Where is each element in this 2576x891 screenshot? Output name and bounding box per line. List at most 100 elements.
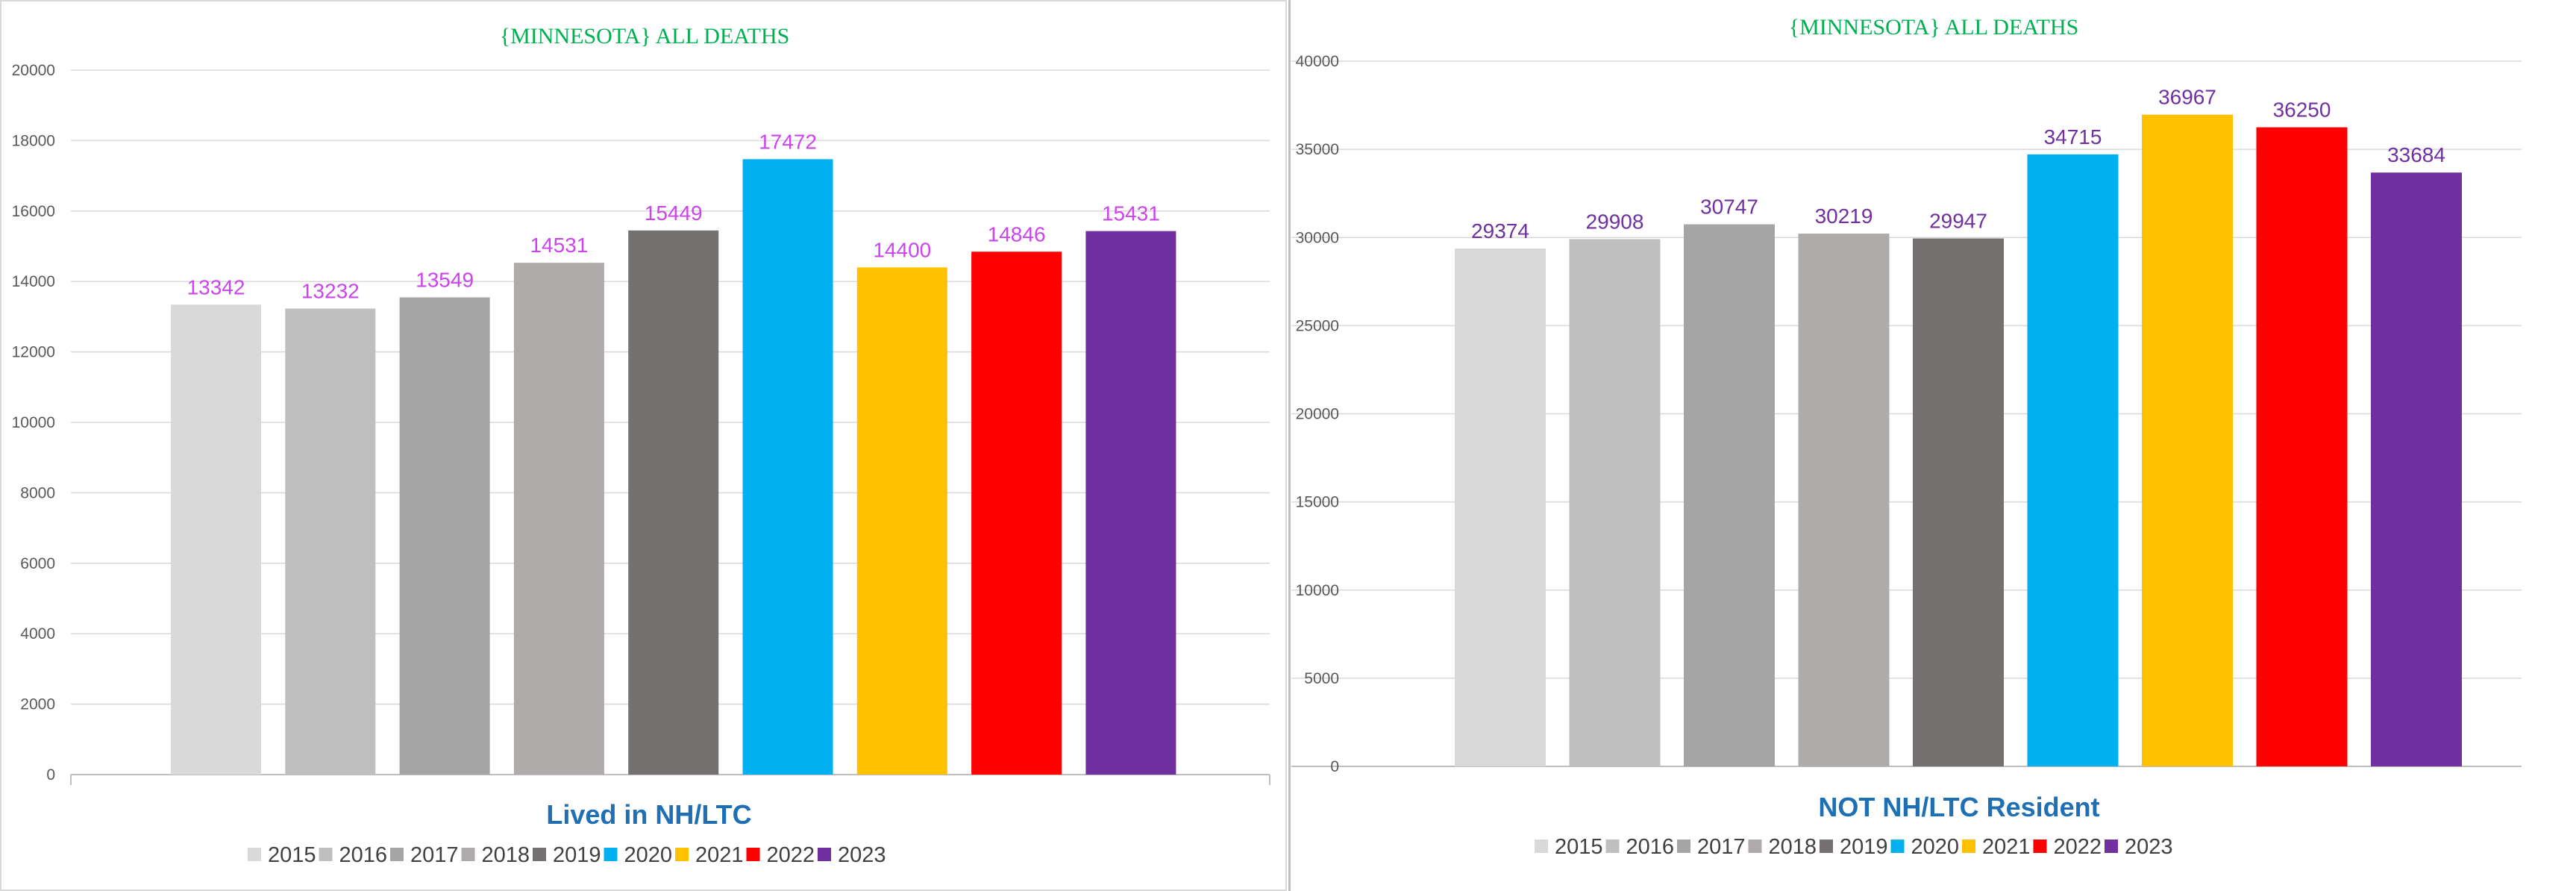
- legend: 2015 2016 2017 2018 2019 2020 2021 2022 2023: [248, 843, 886, 867]
- legend-swatch-2022: [2033, 840, 2047, 853]
- bar-2023: [1085, 231, 1176, 775]
- bar-2015: [171, 304, 261, 775]
- data-label-2023: 33684: [2387, 143, 2445, 166]
- y-tick-label: 12000: [12, 344, 55, 361]
- y-tick-label: 15000: [1296, 494, 1339, 511]
- legend-label-2015: 2015: [268, 843, 316, 867]
- data-label-2021: 14400: [873, 238, 931, 261]
- y-tick-label: 20000: [1296, 406, 1339, 423]
- bar-2019: [1913, 238, 2004, 766]
- data-label-2018: 14531: [530, 234, 588, 257]
- bar-2019: [628, 230, 719, 775]
- bar-2022: [2256, 127, 2348, 766]
- legend-label-2023: 2023: [2125, 835, 2173, 859]
- data-label-2017: 13549: [416, 268, 474, 291]
- bars: 13342 13232 13549 14531 15449 17472 14400 14846…: [171, 130, 1176, 775]
- legend-swatch-2019: [533, 848, 546, 861]
- legend-swatch-2023: [2105, 840, 2118, 853]
- y-tick-label: 6000: [20, 555, 55, 572]
- legend-swatch-2020: [1890, 840, 1905, 853]
- legend-label-2020: 2020: [1911, 835, 1960, 859]
- x-axis-title: NOT NH/LTC Resident: [1818, 792, 2099, 822]
- y-tick-label: 16000: [12, 203, 55, 220]
- chart-title: {MINNESOTA} ALL DEATHS: [1789, 15, 2079, 40]
- bar-2022: [971, 251, 1062, 775]
- data-label-2018: 30219: [1815, 204, 1873, 228]
- legend-label-2022: 2022: [2054, 835, 2102, 859]
- bar-2017: [399, 297, 490, 775]
- legend-swatch-2020: [604, 848, 618, 861]
- y-tick-label: 2000: [20, 696, 55, 713]
- bar-2020: [2027, 154, 2119, 766]
- bar-2021: [856, 267, 947, 775]
- bar-2020: [742, 159, 833, 775]
- legend-label-2023: 2023: [838, 843, 886, 867]
- bar-2016: [285, 308, 376, 775]
- bar-2017: [1684, 224, 1775, 766]
- bar-2016: [1569, 239, 1661, 767]
- bar-2018: [1798, 234, 1890, 766]
- chart-panel-not-nh-ltc: {MINNESOTA} ALL DEATHS 0 5000 10000 15000 20…: [1288, 0, 2576, 891]
- legend-label-2016: 2016: [1626, 835, 1675, 859]
- data-label-2015: 13342: [187, 275, 245, 298]
- chart-not-nh-ltc: {MINNESOTA} ALL DEATHS 0 5000 10000 15000 20…: [1291, 15, 2522, 859]
- legend-swatch-2021: [675, 848, 689, 861]
- legend-swatch-2016: [319, 848, 333, 861]
- legend-label-2015: 2015: [1555, 835, 1603, 859]
- legend-label-2018: 2018: [1769, 835, 1817, 859]
- legend-label-2019: 2019: [553, 843, 601, 867]
- data-label-2020: 17472: [759, 130, 817, 153]
- data-label-2022: 36250: [2273, 99, 2331, 122]
- legend-swatch-2017: [1677, 840, 1690, 853]
- y-tick-label: 20000: [12, 62, 55, 79]
- y-tick-label: 4000: [20, 625, 55, 643]
- y-tick-label: 18000: [12, 132, 55, 149]
- y-tick-label: 0: [1330, 758, 1339, 775]
- legend-label-2020: 2020: [624, 843, 673, 867]
- data-label-2021: 36967: [2158, 86, 2216, 109]
- legend-swatch-2019: [1820, 840, 1833, 853]
- legend-swatch-2017: [390, 848, 404, 861]
- data-label-2023: 15431: [1102, 202, 1160, 225]
- legend-label-2017: 2017: [410, 843, 459, 867]
- bar-2023: [2371, 172, 2462, 766]
- y-tick-label: 10000: [1296, 582, 1339, 599]
- legend-swatch-2022: [746, 848, 760, 861]
- legend-swatch-2018: [1748, 840, 1762, 853]
- data-label-2016: 13232: [301, 279, 360, 302]
- y-tick-label: 30000: [1296, 229, 1339, 246]
- y-tick-label: 10000: [12, 414, 55, 431]
- legend-swatch-2015: [1535, 840, 1548, 853]
- chart-title: {MINNESOTA} ALL DEATHS: [500, 24, 790, 49]
- chart-panel-nh-ltc: {MINNESOTA} ALL DEATHS 0 2000 4000 6000 8000…: [0, 0, 1287, 891]
- data-label-2017: 30747: [1700, 196, 1758, 219]
- y-tick-label: 40000: [1296, 53, 1339, 70]
- bar-2015: [1455, 248, 1546, 766]
- y-tick-label: 8000: [20, 484, 55, 501]
- legend-label-2016: 2016: [339, 843, 388, 867]
- bar-2021: [2142, 114, 2233, 766]
- y-tick-label: 5000: [1304, 670, 1339, 687]
- legend: 2015 2016 2017 2018 2019 2020 2021 2022 2023: [1535, 835, 2173, 859]
- y-tick-label: 0: [46, 766, 55, 784]
- data-label-2019: 29947: [1929, 210, 1987, 233]
- legend-swatch-2021: [1962, 840, 1975, 853]
- legend-swatch-2023: [818, 848, 831, 861]
- bars: 29374 29908 30747 30219 29947 34715 36967 36250…: [1455, 86, 2462, 767]
- y-tick-label: 35000: [1296, 141, 1339, 158]
- data-label-2020: 34715: [2044, 125, 2102, 148]
- data-label-2015: 29374: [1471, 219, 1529, 243]
- y-tick-label: 25000: [1296, 317, 1339, 334]
- y-tick-label: 14000: [12, 273, 55, 290]
- legend-swatch-2015: [248, 848, 261, 861]
- data-label-2019: 15449: [645, 201, 703, 225]
- legend-label-2022: 2022: [767, 843, 815, 867]
- legend-label-2018: 2018: [482, 843, 530, 867]
- bar-2018: [513, 263, 604, 775]
- legend-swatch-2016: [1605, 840, 1620, 853]
- legend-label-2019: 2019: [1840, 835, 1888, 859]
- x-axis-title: Lived in NH/LTC: [546, 799, 751, 830]
- data-label-2022: 14846: [988, 222, 1046, 246]
- data-label-2016: 29908: [1586, 210, 1644, 233]
- legend-label-2021: 2021: [1982, 835, 2031, 859]
